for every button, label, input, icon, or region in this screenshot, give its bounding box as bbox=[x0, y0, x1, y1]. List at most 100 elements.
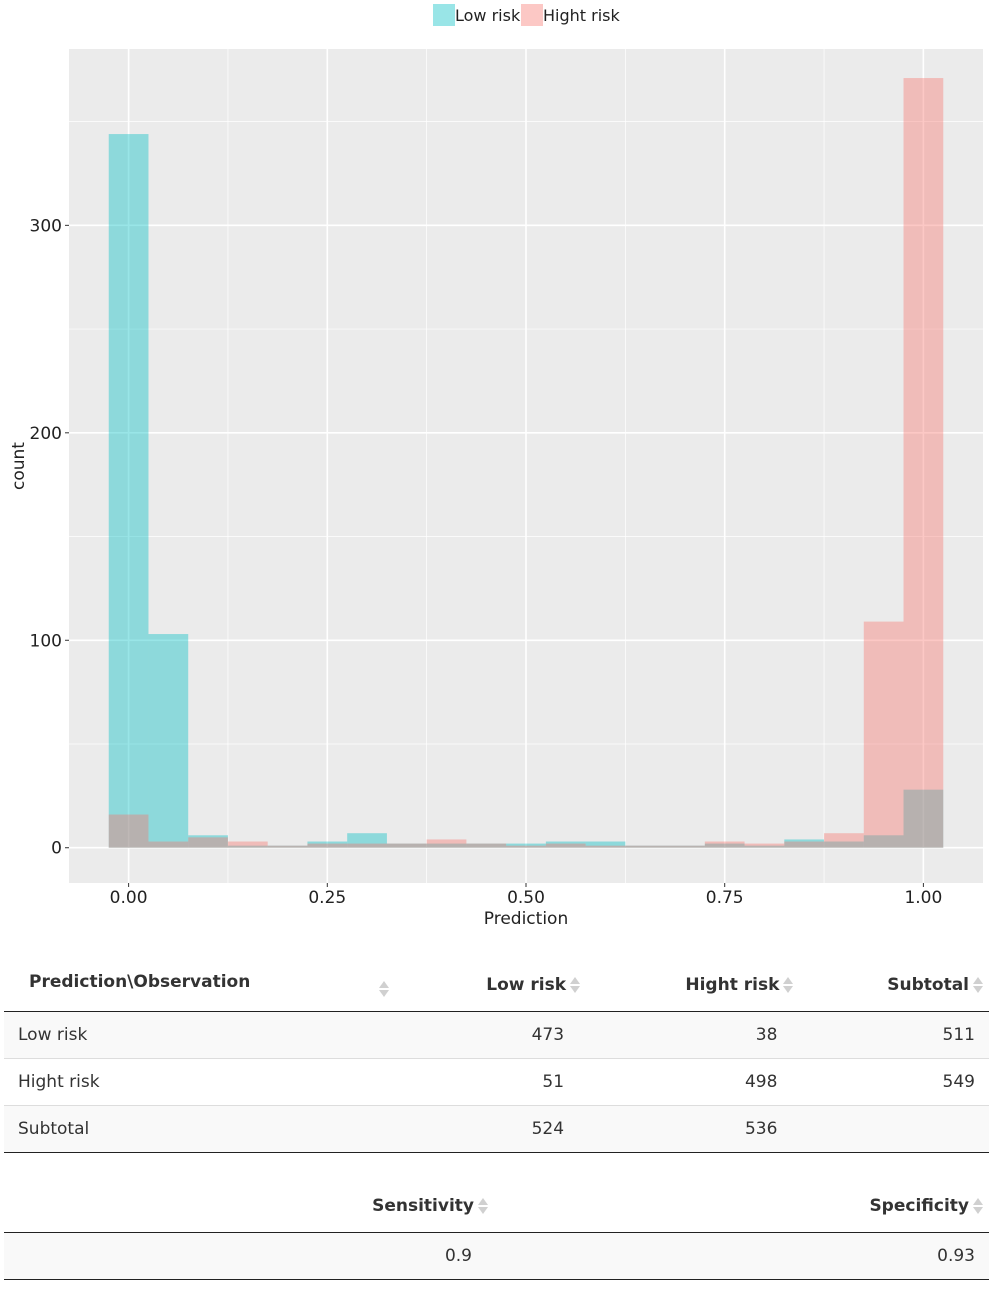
sort-icon[interactable] bbox=[973, 1197, 983, 1215]
bar-hight-risk bbox=[148, 841, 189, 848]
sort-icon[interactable] bbox=[379, 980, 389, 998]
bar-low-risk bbox=[108, 134, 149, 848]
column-header-low-risk[interactable]: Low risk bbox=[403, 959, 595, 1012]
x-tick-label: 0.25 bbox=[308, 888, 346, 908]
bar-low-risk bbox=[307, 841, 348, 848]
bar-hight-risk bbox=[625, 845, 666, 848]
bar-hight-risk bbox=[744, 843, 785, 848]
y-tick-label: 100 bbox=[30, 631, 62, 651]
bar-low-risk bbox=[665, 845, 705, 848]
sort-icon[interactable] bbox=[973, 976, 983, 994]
column-header-prediction-observation[interactable]: Prediction\Observation bbox=[4, 959, 403, 1012]
legend-label: Hight risk bbox=[543, 6, 620, 25]
bar-low-risk bbox=[903, 789, 944, 848]
bar-hight-risk bbox=[466, 843, 507, 848]
bar-low-risk bbox=[267, 845, 308, 848]
confusion-matrix-table-wrapper: Prediction\Observation Low risk Hight ri… bbox=[4, 959, 989, 1153]
bar-low-risk bbox=[824, 841, 864, 848]
column-header-specificity[interactable]: Specificity bbox=[502, 1180, 989, 1233]
column-header-label: Subtotal bbox=[887, 975, 969, 995]
bar-hight-risk bbox=[386, 843, 427, 848]
table-cell: 473 bbox=[403, 1011, 595, 1059]
x-tick-label: 0.00 bbox=[110, 888, 148, 908]
bar-low-risk bbox=[347, 833, 387, 848]
confusion-matrix-table: Prediction\Observation Low risk Hight ri… bbox=[4, 959, 989, 1153]
sort-icon[interactable] bbox=[570, 976, 581, 994]
x-tick-label: 0.50 bbox=[507, 888, 545, 908]
bar-hight-risk bbox=[267, 845, 308, 848]
x-tick-label: 0.75 bbox=[706, 888, 744, 908]
bar-hight-risk bbox=[108, 814, 149, 848]
bar-low-risk bbox=[426, 843, 467, 848]
x-tick-label: 1.00 bbox=[904, 888, 942, 908]
bar-low-risk bbox=[148, 634, 189, 848]
bar-hight-risk bbox=[506, 845, 546, 848]
legend-label: Low risk bbox=[455, 6, 521, 25]
table-header-row: Prediction\Observation Low risk Hight ri… bbox=[4, 959, 989, 1012]
bar-low-risk bbox=[506, 843, 546, 848]
table-cell: 536 bbox=[594, 1105, 808, 1153]
bar-low-risk bbox=[545, 841, 586, 848]
y-tick-label: 200 bbox=[30, 424, 62, 444]
table-cell: 549 bbox=[807, 1058, 989, 1106]
bar-hight-risk bbox=[347, 843, 387, 848]
bar-low-risk bbox=[227, 845, 268, 848]
bar-hight-risk bbox=[188, 837, 228, 848]
table-cell: 511 bbox=[807, 1011, 989, 1059]
bar-low-risk bbox=[863, 835, 904, 848]
bar-hight-risk bbox=[227, 841, 268, 848]
bar-low-risk bbox=[704, 843, 745, 848]
table-header-row: Sensitivity Specificity bbox=[4, 1180, 989, 1233]
column-header-label: Specificity bbox=[869, 1196, 969, 1216]
chart-svg: 0.00 0.25 0.50 0.75 1.00 0 100 200 300 Prediction… bbox=[9, 4, 983, 929]
y-tick-label: 0 bbox=[51, 839, 62, 859]
bar-low-risk bbox=[784, 839, 825, 848]
sort-icon[interactable] bbox=[783, 976, 794, 994]
table-row: Low risk 473 38 511 bbox=[4, 1011, 989, 1059]
bar-low-risk bbox=[466, 843, 507, 848]
bar-hight-risk bbox=[665, 845, 705, 848]
column-header-label: Low risk bbox=[486, 975, 567, 995]
table-cell: 38 bbox=[594, 1011, 808, 1059]
table-cell: 0.93 bbox=[502, 1232, 989, 1280]
column-header-subtotal[interactable]: Subtotal bbox=[807, 959, 989, 1012]
bar-hight-risk bbox=[426, 839, 467, 848]
bar-hight-risk bbox=[903, 78, 944, 848]
table-cell bbox=[807, 1105, 989, 1153]
table-cell: 51 bbox=[403, 1058, 595, 1106]
table-row: Hight risk 51 498 549 bbox=[4, 1058, 989, 1106]
histogram-chart: 0.00 0.25 0.50 0.75 1.00 0 100 200 300 Prediction… bbox=[9, 4, 983, 929]
bar-low-risk bbox=[625, 845, 666, 848]
table-cell: 524 bbox=[403, 1105, 595, 1153]
column-header-label: Hight risk bbox=[685, 975, 780, 995]
metrics-table-wrapper: Sensitivity Specificity 0.9 0.93 bbox=[4, 1180, 989, 1280]
table-cell: Hight risk bbox=[4, 1058, 403, 1106]
column-header-label: Sensitivity bbox=[372, 1196, 474, 1216]
x-axis-label: Prediction bbox=[484, 909, 568, 929]
column-header-label: Prediction\Observation bbox=[29, 972, 251, 992]
table-cell: Subtotal bbox=[4, 1105, 403, 1153]
y-tick-label: 300 bbox=[30, 216, 62, 236]
y-axis-label: count bbox=[9, 442, 29, 490]
bar-low-risk bbox=[585, 841, 626, 848]
table-cell: Low risk bbox=[4, 1011, 403, 1059]
bar-hight-risk bbox=[585, 845, 626, 848]
bar-low-risk bbox=[744, 845, 785, 848]
sort-icon[interactable] bbox=[478, 1197, 488, 1215]
bar-hight-risk bbox=[784, 841, 825, 848]
bar-hight-risk bbox=[307, 843, 348, 848]
bar-hight-risk bbox=[863, 621, 904, 848]
column-header-hight-risk[interactable]: Hight risk bbox=[594, 959, 808, 1012]
legend-key-swatch bbox=[433, 4, 455, 26]
bar-hight-risk bbox=[704, 841, 745, 848]
bar-hight-risk bbox=[824, 833, 864, 848]
legend-key-swatch bbox=[521, 4, 543, 26]
bar-hight-risk bbox=[545, 843, 586, 848]
bar-low-risk bbox=[386, 843, 427, 848]
table-cell: 498 bbox=[594, 1058, 808, 1106]
table-row: Subtotal 524 536 bbox=[4, 1105, 989, 1153]
column-header-sensitivity[interactable]: Sensitivity bbox=[4, 1180, 502, 1233]
bar-low-risk bbox=[188, 835, 228, 848]
metrics-table: Sensitivity Specificity 0.9 0.93 bbox=[4, 1180, 989, 1280]
table-row: 0.9 0.93 bbox=[4, 1232, 989, 1280]
